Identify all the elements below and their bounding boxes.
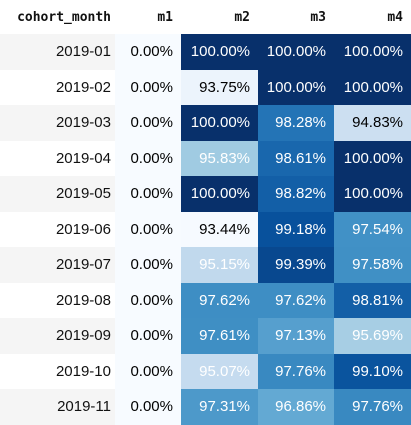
table-row: 2019-06 0.00% 93.44% 99.18% 97.54% [0, 212, 411, 248]
row-index: 2019-09 [0, 318, 115, 354]
table-cell: 95.69% [334, 318, 411, 354]
column-header-m3: m3 [258, 0, 334, 34]
row-index: 2019-02 [0, 70, 115, 106]
index-header: cohort_month [0, 0, 115, 34]
table-cell: 0.00% [115, 247, 181, 283]
table-row: 2019-05 0.00% 100.00% 98.82% 100.00% [0, 176, 411, 212]
table-cell: 100.00% [334, 70, 411, 106]
table-cell: 97.62% [258, 283, 334, 319]
row-index: 2019-01 [0, 34, 115, 70]
row-index: 2019-05 [0, 176, 115, 212]
table-row: 2019-10 0.00% 95.07% 97.76% 99.10% [0, 354, 411, 390]
table-cell: 98.28% [258, 105, 334, 141]
table-cell: 95.83% [181, 141, 258, 177]
table-row: 2019-02 0.00% 93.75% 100.00% 100.00% [0, 70, 411, 106]
table-cell: 0.00% [115, 141, 181, 177]
table-body: 2019-01 0.00% 100.00% 100.00% 100.00% 20… [0, 34, 411, 425]
column-header-m2: m2 [181, 0, 258, 34]
row-index: 2019-11 [0, 389, 115, 425]
table-row: 2019-07 0.00% 95.15% 99.39% 97.58% [0, 247, 411, 283]
table-row: 2019-09 0.00% 97.61% 97.13% 95.69% [0, 318, 411, 354]
row-index: 2019-04 [0, 141, 115, 177]
table-cell: 96.86% [258, 389, 334, 425]
table-cell: 97.61% [181, 318, 258, 354]
table-cell: 100.00% [258, 70, 334, 106]
table-cell: 97.58% [334, 247, 411, 283]
table-cell: 97.13% [258, 318, 334, 354]
table-cell: 99.10% [334, 354, 411, 390]
table-cell: 0.00% [115, 34, 181, 70]
table-cell: 97.31% [181, 389, 258, 425]
table-row: 2019-03 0.00% 100.00% 98.28% 94.83% [0, 105, 411, 141]
table-row: 2019-04 0.00% 95.83% 98.61% 100.00% [0, 141, 411, 177]
table-cell: 97.62% [181, 283, 258, 319]
table-cell: 93.75% [181, 70, 258, 106]
table-cell: 100.00% [181, 176, 258, 212]
table-cell: 97.76% [258, 354, 334, 390]
table-cell: 0.00% [115, 176, 181, 212]
table-cell: 100.00% [258, 34, 334, 70]
table-cell: 94.83% [334, 105, 411, 141]
table-cell: 0.00% [115, 318, 181, 354]
column-header-m1: m1 [115, 0, 181, 34]
table-cell: 0.00% [115, 70, 181, 106]
row-index: 2019-07 [0, 247, 115, 283]
table-cell: 99.39% [258, 247, 334, 283]
table-cell: 100.00% [181, 34, 258, 70]
table-cell: 93.44% [181, 212, 258, 248]
table-cell: 99.18% [258, 212, 334, 248]
table-cell: 100.00% [334, 176, 411, 212]
table-row: 2019-08 0.00% 97.62% 97.62% 98.81% [0, 283, 411, 319]
table-cell: 98.82% [258, 176, 334, 212]
row-index: 2019-06 [0, 212, 115, 248]
table-cell: 100.00% [334, 34, 411, 70]
row-index: 2019-10 [0, 354, 115, 390]
table-row: 2019-01 0.00% 100.00% 100.00% 100.00% [0, 34, 411, 70]
table-cell: 98.81% [334, 283, 411, 319]
table-cell: 100.00% [181, 105, 258, 141]
table-cell: 0.00% [115, 283, 181, 319]
table-cell: 0.00% [115, 389, 181, 425]
row-index: 2019-03 [0, 105, 115, 141]
table-row: 2019-11 0.00% 97.31% 96.86% 97.76% [0, 389, 411, 425]
table-cell: 95.07% [181, 354, 258, 390]
table-cell: 100.00% [334, 141, 411, 177]
table-cell: 95.15% [181, 247, 258, 283]
table-cell: 97.76% [334, 389, 411, 425]
table-cell: 0.00% [115, 212, 181, 248]
row-index: 2019-08 [0, 283, 115, 319]
table-cell: 0.00% [115, 105, 181, 141]
table-cell: 97.54% [334, 212, 411, 248]
column-header-m4: m4 [334, 0, 411, 34]
table-cell: 98.61% [258, 141, 334, 177]
table-cell: 0.00% [115, 354, 181, 390]
header-row: cohort_month m1 m2 m3 m4 [0, 0, 411, 34]
